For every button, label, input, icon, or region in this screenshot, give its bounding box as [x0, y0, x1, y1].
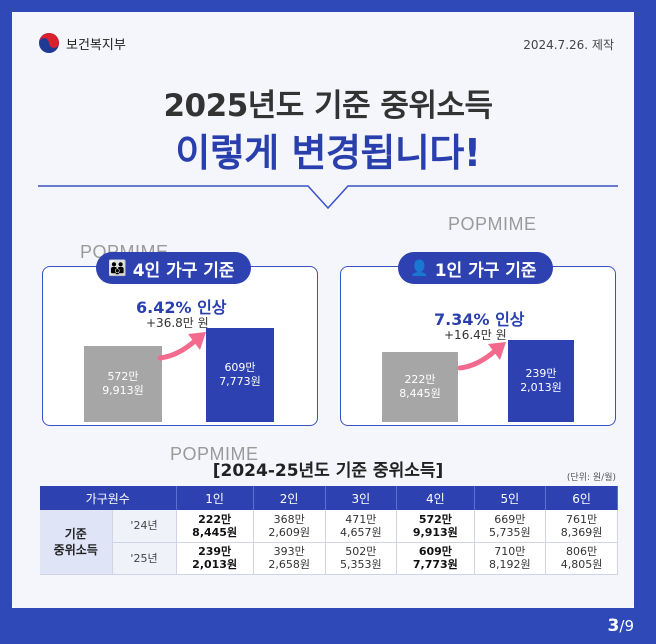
table-cell: 393만 2,658원: [253, 542, 326, 575]
household4-increase-pct: 6.42% 인상: [136, 298, 227, 317]
bar-value: 8,445원: [399, 387, 441, 400]
table-cell: 669만 5,735원: [474, 510, 547, 543]
table-cell: 239만 2,013원: [176, 542, 254, 575]
cell-line: 4,657원: [340, 525, 382, 539]
bar-value: 7,773원: [219, 375, 261, 388]
cell-line: 710만: [494, 545, 526, 558]
frame-border: [0, 0, 12, 644]
table-cell: 572만 9,913원: [396, 510, 475, 543]
cell-line: 5,735원: [489, 525, 531, 539]
year-cell: '24년: [112, 510, 177, 543]
table-cell: 761만 8,369원: [545, 510, 618, 543]
table-cell: 609만 7,773원: [396, 542, 475, 575]
page-indicator: 3/9: [608, 616, 634, 636]
table-header-row: 가구원수 1인 2인 3인 4인 5인 6인: [40, 486, 618, 510]
headline: 2025년도 기준 중위소득: [163, 88, 493, 124]
cell-line: 393만: [273, 545, 305, 558]
bar-value: 222만: [404, 373, 436, 386]
person-icon: 👤: [410, 259, 429, 277]
cell-line: 9,913원: [412, 525, 458, 539]
cell-line: 368만: [273, 512, 305, 526]
household4-increase-amt: +36.8만 원: [146, 316, 209, 330]
cell-line: 471만: [345, 512, 377, 526]
year-cell: '25년: [112, 542, 177, 575]
cell-line: 222만: [198, 512, 232, 526]
cell-line: 2,013원: [192, 558, 238, 571]
frame-border: [0, 0, 656, 12]
row-label-line: 중위소득: [53, 542, 98, 557]
table-row: 기준 중위소득 '24년 222만 8,445원 368만 2,609원 471만 4…: [40, 510, 618, 575]
cell-line: 5,353원: [340, 558, 382, 571]
bar-value: 572만: [107, 370, 139, 383]
table-title: [2024-25년도 기준 중위소득]: [212, 461, 444, 481]
table-cell: 222만 8,445원: [176, 510, 254, 543]
column-header: 6인: [545, 486, 618, 510]
median-income-table: 가구원수 1인 2인 3인 4인 5인 6인 기준 중위소득 '24년 222만…: [40, 486, 618, 575]
frame-border: [634, 0, 656, 644]
column-header: 4인: [396, 486, 475, 510]
family-icon: 👪: [108, 259, 127, 277]
household1-increase-amt: +16.4만 원: [444, 328, 507, 342]
household1-increase-pct: 7.34% 인상: [434, 310, 525, 329]
cell-line: 669만: [494, 512, 526, 526]
bar-value: 2,013원: [520, 381, 562, 394]
column-header: 2인: [253, 486, 326, 510]
household1-badge: 👤 1인 가구 기준: [398, 252, 553, 284]
household1-label: 1인 가구 기준: [434, 260, 537, 281]
cell-line: 8,192원: [489, 558, 531, 571]
increase-arrow-icon: [457, 342, 506, 371]
column-header: 가구원수: [40, 486, 177, 510]
cell-line: 806만: [566, 545, 598, 558]
bar-value: 9,913원: [102, 384, 144, 397]
table-cell: 471만 4,657원: [325, 510, 398, 543]
cell-line: 239만: [198, 545, 232, 558]
table-cell: 502만 5,353원: [325, 542, 398, 575]
column-header: 1인: [176, 486, 254, 510]
row-label-line: 기준: [64, 526, 87, 541]
cell-line: 572만: [418, 512, 452, 526]
household4-2025-bar: 609만 7,773원: [206, 328, 274, 422]
ministry-logo: 보건복지부: [38, 32, 126, 54]
cell-line: 609만: [418, 545, 452, 558]
bar-value: 609만: [224, 361, 256, 374]
cell-line: 7,773원: [412, 558, 458, 571]
current-page: 3: [607, 616, 620, 636]
total-pages: /9: [619, 617, 634, 635]
cell-line: 502만: [345, 545, 377, 558]
frame-bottom-bar: [0, 608, 656, 644]
cell-line: 2,609원: [268, 525, 310, 539]
subheadline: 이렇게 변경됩니다!: [175, 131, 481, 175]
creation-date: 2024.7.26. 제작: [523, 38, 614, 52]
taegeuk-emblem-icon: [38, 32, 60, 54]
household1-2025-bar: 239만 2,013원: [508, 340, 574, 422]
cell-line: 4,805원: [560, 558, 603, 571]
unit-note: (단위: 원/월): [566, 473, 616, 483]
household4-badge: 👪 4인 가구 기준: [96, 252, 251, 284]
row-label: 기준 중위소득: [40, 510, 113, 575]
speech-divider: [38, 185, 618, 210]
household1-2024-bar: 222만 8,445원: [382, 352, 458, 422]
column-header: 5인: [474, 486, 547, 510]
household4-2024-bar: 572만 9,913원: [84, 346, 162, 422]
ministry-name: 보건복지부: [66, 37, 126, 53]
cell-line: 8,445원: [192, 525, 238, 539]
watermark: POPMIME: [448, 214, 537, 234]
increase-arrow-icon: [157, 332, 206, 361]
cell-line: 761만: [566, 512, 598, 526]
cell-line: 2,658원: [268, 558, 310, 571]
table-cell: 368만 2,609원: [253, 510, 326, 543]
watermark: POPMIME: [170, 444, 259, 464]
column-header: 3인: [325, 486, 398, 510]
cell-line: 8,369원: [560, 525, 603, 539]
household4-label: 4인 가구 기준: [132, 260, 235, 281]
table-row: '25년 239만 2,013원 393만 2,658원 502만 5,353원 60…: [40, 542, 618, 575]
table-cell: 806만 4,805원: [545, 542, 618, 575]
table-cell: 710만 8,192원: [474, 542, 547, 575]
bar-value: 239만: [525, 367, 557, 380]
